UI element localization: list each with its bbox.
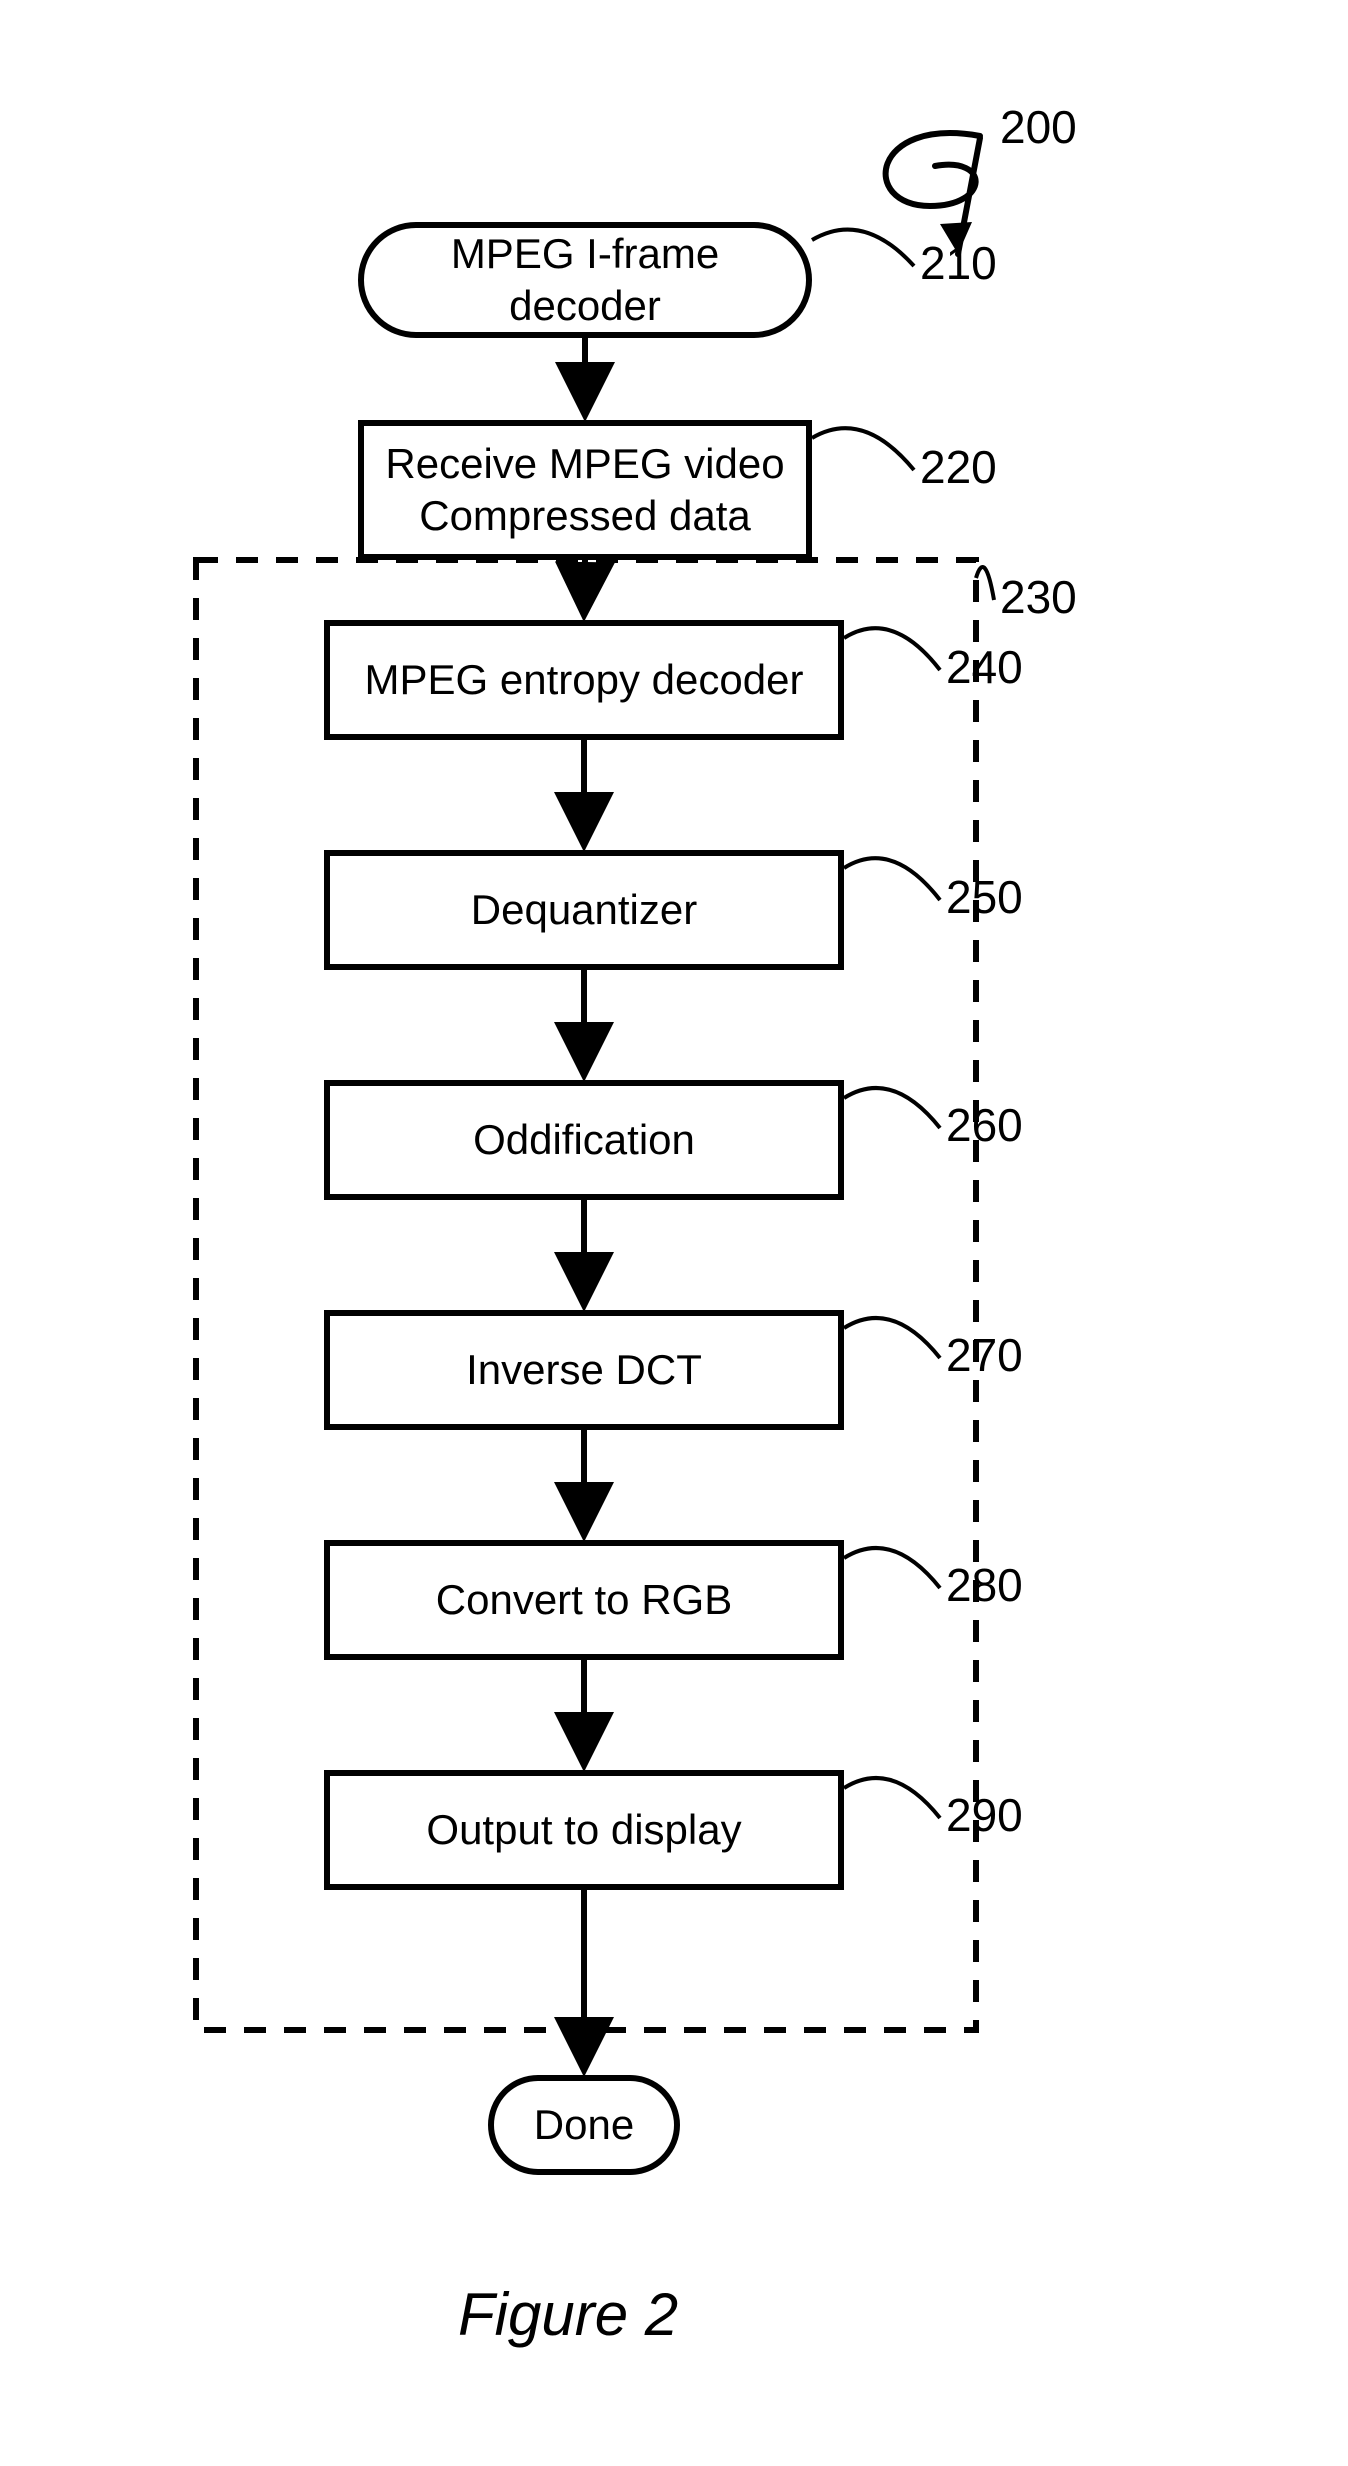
- figure-caption: Figure 2: [458, 2280, 678, 2349]
- ref-label-280: 280: [946, 1558, 1023, 1612]
- ref-label-230: 230: [1000, 570, 1077, 624]
- process-dequantizer: Dequantizer: [324, 850, 844, 970]
- node-text: Output to display: [426, 1804, 741, 1857]
- node-text: Convert to RGB: [436, 1574, 732, 1627]
- process-convert-rgb: Convert to RGB: [324, 1540, 844, 1660]
- process-receive-data: Receive MPEG videoCompressed data: [358, 420, 812, 560]
- ref-label-220: 220: [920, 440, 997, 494]
- ref-label-200: 200: [1000, 100, 1077, 154]
- ref-label-260: 260: [946, 1098, 1023, 1152]
- process-output-display: Output to display: [324, 1770, 844, 1890]
- terminator-done: Done: [488, 2075, 680, 2175]
- node-text: Receive MPEG videoCompressed data: [385, 438, 784, 543]
- node-text: Dequantizer: [471, 884, 697, 937]
- node-text: Inverse DCT: [466, 1344, 702, 1397]
- node-text: MPEG entropy decoder: [365, 654, 804, 707]
- ref-label-240: 240: [946, 640, 1023, 694]
- process-inverse-dct: Inverse DCT: [324, 1310, 844, 1430]
- ref-label-250: 250: [946, 870, 1023, 924]
- process-entropy-decoder: MPEG entropy decoder: [324, 620, 844, 740]
- node-text: Done: [534, 2099, 634, 2152]
- node-text: Oddification: [473, 1114, 695, 1167]
- process-oddification: Oddification: [324, 1080, 844, 1200]
- ref-label-270: 270: [946, 1328, 1023, 1382]
- terminator-start: MPEG I-frame decoder: [358, 222, 812, 338]
- node-text: MPEG I-frame decoder: [384, 228, 786, 333]
- ref-label-290: 290: [946, 1788, 1023, 1842]
- ref-label-210: 210: [920, 236, 997, 290]
- diagram-svg-layer: [0, 0, 1348, 2466]
